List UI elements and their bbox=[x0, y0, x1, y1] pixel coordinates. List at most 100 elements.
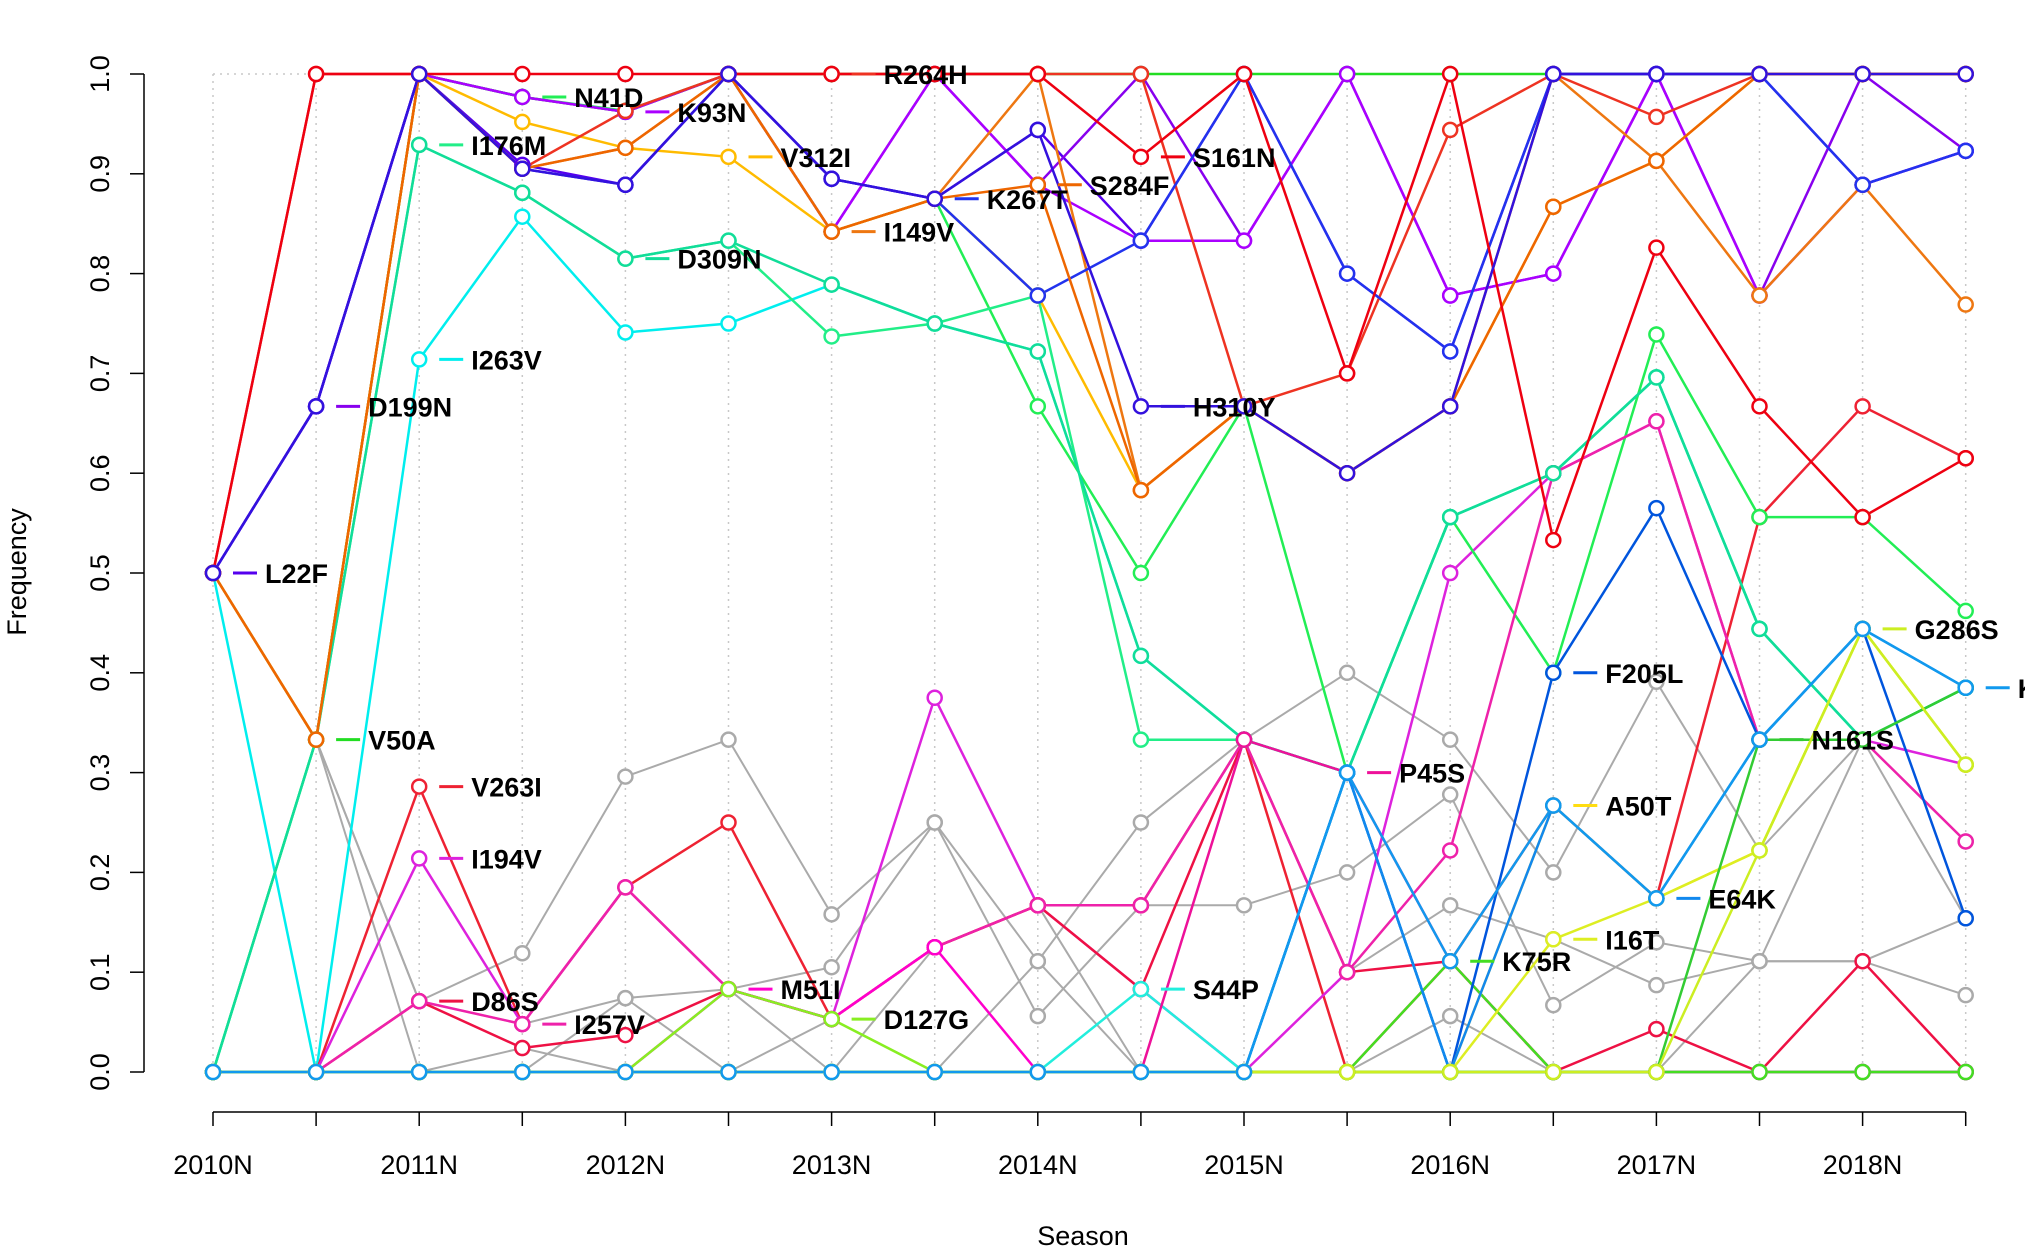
series-point bbox=[1132, 65, 1150, 83]
series-label: D199N bbox=[368, 392, 452, 422]
background-point bbox=[1957, 986, 1974, 1004]
series-point bbox=[1957, 679, 1974, 697]
series-label: N161S bbox=[1812, 726, 1895, 756]
series-point bbox=[926, 689, 943, 706]
series-point bbox=[926, 65, 943, 83]
series-point bbox=[1235, 731, 1253, 748]
series-label: G286S bbox=[1915, 615, 1999, 645]
series-point bbox=[1648, 152, 1665, 170]
series-point bbox=[720, 814, 737, 831]
background-point bbox=[1648, 934, 1665, 951]
x-tick-label: 2012N bbox=[586, 1150, 666, 1180]
x-axis-title: Season bbox=[1037, 1221, 1129, 1251]
series-point bbox=[1441, 287, 1459, 304]
series-point bbox=[514, 65, 531, 83]
series-point bbox=[1751, 620, 1768, 638]
highlighted-series bbox=[204, 65, 1974, 1081]
series-point bbox=[1957, 910, 1974, 927]
background-point bbox=[617, 989, 634, 1007]
series-point bbox=[617, 1026, 634, 1044]
series-point bbox=[1648, 65, 1665, 83]
series-point bbox=[1545, 65, 1562, 83]
series-point bbox=[720, 65, 737, 83]
series-point bbox=[823, 1063, 840, 1081]
series-point bbox=[1132, 564, 1150, 582]
series-point bbox=[1235, 65, 1253, 83]
series-point bbox=[1235, 232, 1253, 249]
series-label: I257V bbox=[574, 1010, 645, 1040]
series-point bbox=[1441, 508, 1459, 526]
series-label: P45S bbox=[1399, 759, 1465, 789]
background-point bbox=[1441, 731, 1459, 748]
series-point bbox=[1648, 499, 1665, 517]
series-label: V263I bbox=[471, 773, 542, 803]
series-point bbox=[307, 398, 325, 415]
series-point bbox=[1441, 952, 1459, 970]
series-point bbox=[1441, 121, 1459, 139]
y-tick-label: 1.0 bbox=[85, 55, 115, 93]
y-axis-title: Frequency bbox=[2, 508, 32, 636]
series-label: I176M bbox=[471, 131, 546, 161]
background-point bbox=[926, 814, 943, 831]
series-point bbox=[1029, 1063, 1047, 1081]
series-point bbox=[1441, 842, 1459, 859]
series-point bbox=[514, 1063, 531, 1081]
x-tick-label: 2016N bbox=[1410, 1150, 1490, 1180]
series-point bbox=[1132, 897, 1150, 914]
series-point bbox=[1751, 1063, 1768, 1081]
series-point bbox=[1132, 647, 1150, 665]
series-point bbox=[1545, 1063, 1562, 1081]
series-point bbox=[926, 1063, 943, 1081]
series-point bbox=[1545, 198, 1562, 215]
x-tick-label: 2010N bbox=[173, 1150, 253, 1180]
series-point bbox=[1751, 287, 1768, 304]
series-point bbox=[514, 88, 531, 106]
series-point bbox=[1338, 1063, 1356, 1081]
series-point bbox=[1854, 620, 1871, 638]
series-point bbox=[514, 1015, 531, 1033]
series-label: V312I bbox=[781, 143, 852, 173]
background-point bbox=[1132, 814, 1150, 831]
series-point bbox=[514, 160, 531, 178]
series-point bbox=[823, 170, 840, 188]
series-point bbox=[410, 778, 428, 795]
series-point bbox=[204, 1063, 222, 1081]
series-point bbox=[1545, 797, 1562, 814]
series-point bbox=[1441, 65, 1459, 83]
series-point bbox=[1854, 508, 1871, 526]
series-point bbox=[617, 139, 634, 157]
series-line bbox=[213, 419, 1967, 1074]
background-point bbox=[1338, 664, 1356, 682]
series-point bbox=[1545, 664, 1562, 682]
series-point bbox=[823, 276, 840, 293]
series-point bbox=[1235, 1063, 1253, 1081]
series-point bbox=[1648, 326, 1665, 343]
series-label: D86S bbox=[471, 987, 539, 1017]
series-label: H310Y bbox=[1193, 392, 1276, 422]
series-point bbox=[514, 1039, 531, 1057]
series-point bbox=[1751, 65, 1768, 83]
series-label: I16T bbox=[1605, 925, 1660, 955]
background-point bbox=[1648, 673, 1665, 691]
y-tick-label: 0.8 bbox=[85, 255, 115, 293]
series-label: A50T bbox=[1605, 792, 1672, 822]
series-point bbox=[1648, 413, 1665, 430]
background-point bbox=[1648, 976, 1665, 994]
series-point bbox=[1854, 176, 1871, 194]
series-label: L22F bbox=[265, 559, 328, 589]
series-point bbox=[1029, 65, 1047, 83]
series-point bbox=[1751, 731, 1768, 748]
series-point bbox=[514, 184, 531, 202]
series-point bbox=[1957, 1063, 1974, 1081]
background-point bbox=[823, 906, 840, 923]
series-point bbox=[1338, 65, 1356, 83]
series-label: I263V bbox=[471, 345, 542, 375]
series-line bbox=[213, 627, 1967, 1074]
series-point bbox=[514, 113, 531, 131]
series-point bbox=[410, 136, 428, 154]
series-point bbox=[1132, 148, 1150, 166]
series-point bbox=[1648, 239, 1665, 256]
series-point bbox=[1957, 65, 1974, 83]
y-tick-label: 0.3 bbox=[85, 754, 115, 792]
